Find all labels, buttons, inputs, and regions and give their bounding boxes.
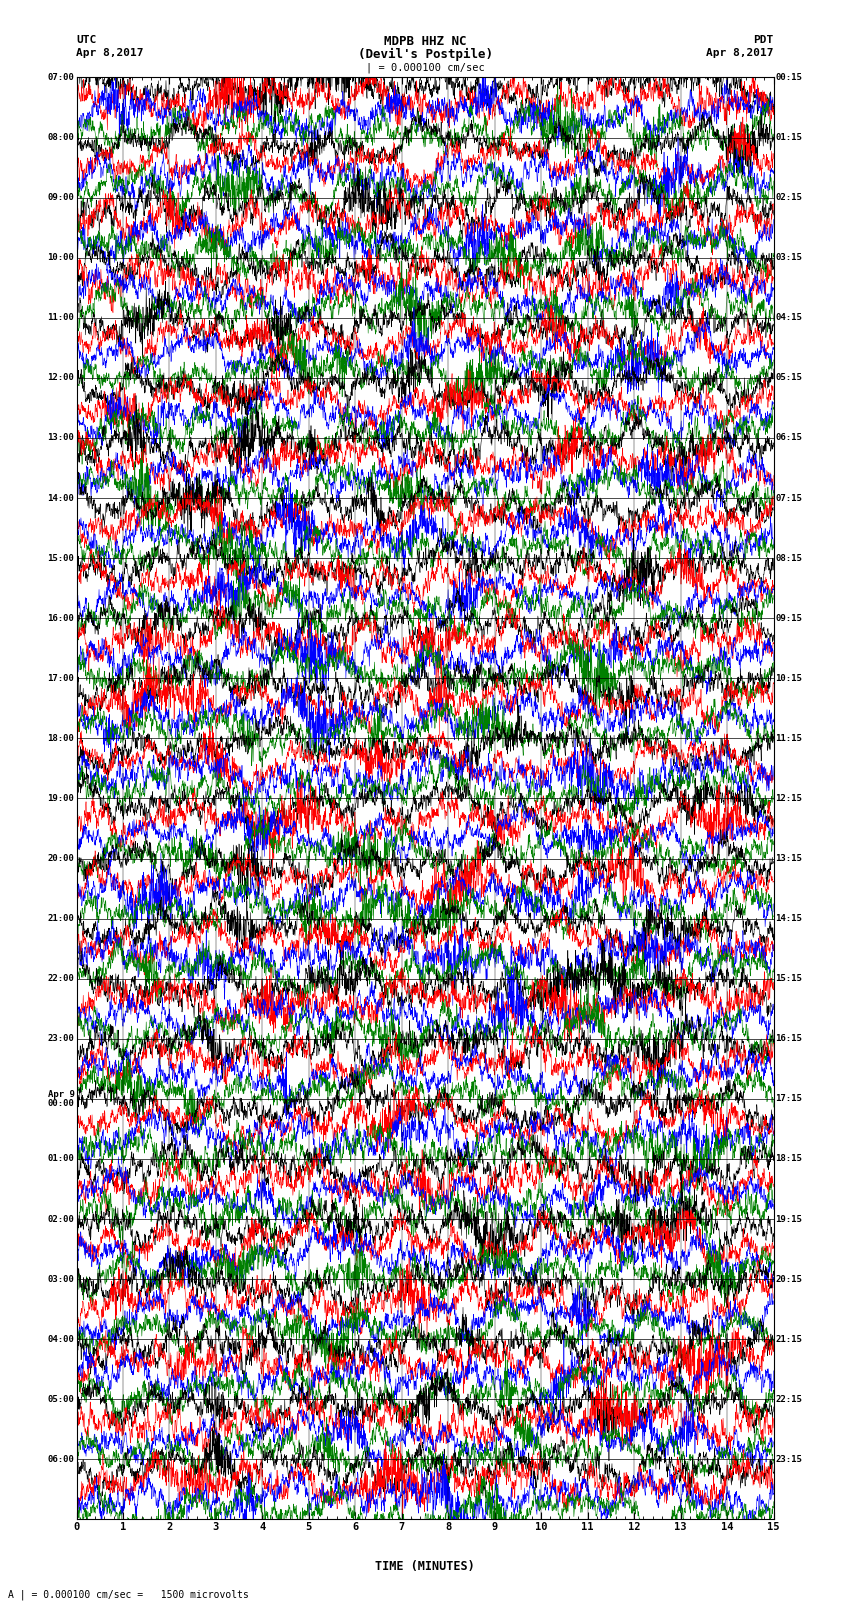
- Text: 14:15: 14:15: [775, 915, 802, 923]
- Text: 08:00: 08:00: [48, 132, 75, 142]
- Text: 12:15: 12:15: [775, 794, 802, 803]
- Text: 11:15: 11:15: [775, 734, 802, 744]
- Text: Apr 8,2017: Apr 8,2017: [76, 48, 144, 58]
- Text: 17:15: 17:15: [775, 1094, 802, 1103]
- Text: 06:00: 06:00: [48, 1455, 75, 1465]
- Text: 22:00: 22:00: [48, 974, 75, 984]
- Text: 19:00: 19:00: [48, 794, 75, 803]
- Text: 09:15: 09:15: [775, 613, 802, 623]
- Text: 14:00: 14:00: [48, 494, 75, 503]
- Text: 18:15: 18:15: [775, 1155, 802, 1163]
- Text: PDT: PDT: [753, 35, 774, 45]
- Text: 15:00: 15:00: [48, 553, 75, 563]
- Text: 00:00: 00:00: [48, 1098, 75, 1108]
- Text: 16:00: 16:00: [48, 613, 75, 623]
- Text: 02:00: 02:00: [48, 1215, 75, 1224]
- Text: 01:15: 01:15: [775, 132, 802, 142]
- Text: MDPB HHZ NC: MDPB HHZ NC: [383, 35, 467, 48]
- Text: 05:00: 05:00: [48, 1395, 75, 1403]
- Text: 23:00: 23:00: [48, 1034, 75, 1044]
- Text: 19:15: 19:15: [775, 1215, 802, 1224]
- Text: 04:00: 04:00: [48, 1334, 75, 1344]
- Text: Apr 8,2017: Apr 8,2017: [706, 48, 774, 58]
- Text: 04:15: 04:15: [775, 313, 802, 323]
- Text: 00:15: 00:15: [775, 73, 802, 82]
- Text: Apr 9: Apr 9: [48, 1090, 75, 1098]
- Text: 07:00: 07:00: [48, 73, 75, 82]
- Text: 17:00: 17:00: [48, 674, 75, 682]
- Text: 21:15: 21:15: [775, 1334, 802, 1344]
- Text: | = 0.000100 cm/sec: | = 0.000100 cm/sec: [366, 63, 484, 74]
- Text: 06:15: 06:15: [775, 434, 802, 442]
- Text: 13:15: 13:15: [775, 853, 802, 863]
- Text: (Devil's Postpile): (Devil's Postpile): [358, 48, 492, 61]
- Text: 15:15: 15:15: [775, 974, 802, 984]
- Text: 13:00: 13:00: [48, 434, 75, 442]
- X-axis label: TIME (MINUTES): TIME (MINUTES): [375, 1560, 475, 1573]
- Text: 08:15: 08:15: [775, 553, 802, 563]
- Text: 10:00: 10:00: [48, 253, 75, 263]
- Text: 23:15: 23:15: [775, 1455, 802, 1465]
- Text: 03:00: 03:00: [48, 1274, 75, 1284]
- Text: 05:15: 05:15: [775, 373, 802, 382]
- Text: 21:00: 21:00: [48, 915, 75, 923]
- Text: 10:15: 10:15: [775, 674, 802, 682]
- Text: 20:00: 20:00: [48, 853, 75, 863]
- Text: 11:00: 11:00: [48, 313, 75, 323]
- Text: 01:00: 01:00: [48, 1155, 75, 1163]
- Text: 18:00: 18:00: [48, 734, 75, 744]
- Text: 07:15: 07:15: [775, 494, 802, 503]
- Text: 16:15: 16:15: [775, 1034, 802, 1044]
- Text: 22:15: 22:15: [775, 1395, 802, 1403]
- Text: 20:15: 20:15: [775, 1274, 802, 1284]
- Text: 09:00: 09:00: [48, 194, 75, 202]
- Text: UTC: UTC: [76, 35, 97, 45]
- Text: 02:15: 02:15: [775, 194, 802, 202]
- Text: 03:15: 03:15: [775, 253, 802, 263]
- Text: A | = 0.000100 cm/sec =   1500 microvolts: A | = 0.000100 cm/sec = 1500 microvolts: [8, 1589, 249, 1600]
- Text: 12:00: 12:00: [48, 373, 75, 382]
